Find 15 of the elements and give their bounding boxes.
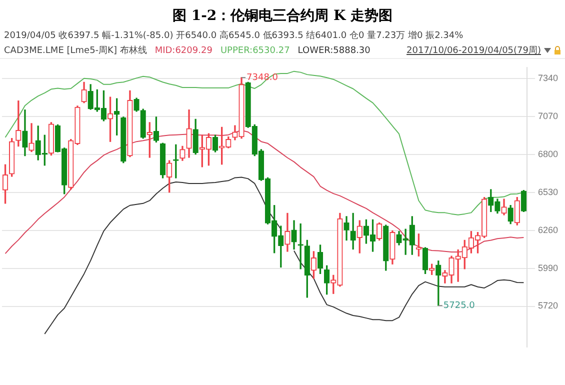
text: CAD3ME.LME [Lme5-周K] 布林线: [4, 44, 147, 57]
text: 2019/04/05 收6397.5 幅-1.31%(-85.0) 开6540.0 高6545.0 低6393.5 结6401.0 仓0 量7.23万 增0 振2.34%: [3, 30, 464, 43]
y-tick-label: 5720: [538, 300, 558, 311]
y-tick-label: 6800: [538, 148, 558, 159]
y-tick-label: 6260: [538, 224, 558, 235]
y-tick-label: 5990: [538, 262, 558, 273]
text: MID:6209.29: [154, 46, 212, 56]
text: 2017/10/06-2019/04/05(79周): [406, 45, 541, 57]
y-tick-label: 7070: [538, 111, 558, 122]
annotation: 5725.0: [443, 300, 476, 311]
y-tick-label: 6530: [538, 186, 558, 197]
y-tick-label: 7340: [538, 73, 558, 84]
chart-title: 图 1-2：伦铜电三合约周 K 走势图: [171, 7, 394, 26]
text: LOWER:5888.30: [298, 46, 370, 56]
series-label: UPPER:6530.27: [220, 46, 290, 56]
